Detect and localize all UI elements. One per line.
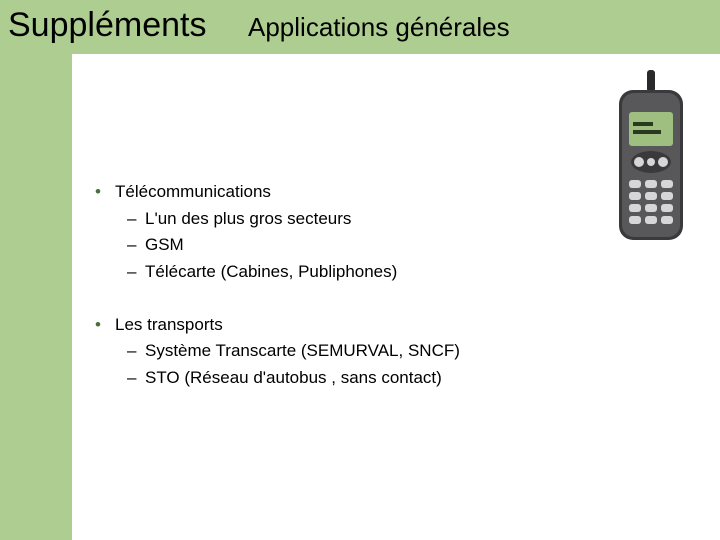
sub-item: – Télécarte (Cabines, Publiphones) [127, 260, 595, 285]
phone-illustration [605, 70, 700, 250]
bullet-dot-icon: • [95, 180, 115, 205]
sidebar [0, 0, 72, 540]
sub-text: Système Transcarte (SEMURVAL, SNCF) [145, 339, 460, 364]
sub-text: Télécarte (Cabines, Publiphones) [145, 260, 397, 285]
sub-item: – L'un des plus gros secteurs [127, 207, 595, 232]
bullet-dot-icon: • [95, 313, 115, 338]
slide-title-sub: Applications générales [248, 12, 510, 43]
dash-icon: – [127, 339, 145, 364]
sub-text: L'un des plus gros secteurs [145, 207, 351, 232]
dash-icon: – [127, 233, 145, 258]
sub-item: – GSM [127, 233, 595, 258]
dash-icon: – [127, 366, 145, 391]
bullet-group: • Les transports – Système Transcarte (S… [95, 313, 595, 391]
bullet-text: Les transports [115, 313, 223, 338]
sub-text: GSM [145, 233, 184, 258]
bullet-group: • Télécommunications – L'un des plus gro… [95, 180, 595, 285]
bullet-item: • Les transports [95, 313, 595, 338]
dash-icon: – [127, 207, 145, 232]
sub-text: STO (Réseau d'autobus , sans contact) [145, 366, 442, 391]
bullet-item: • Télécommunications [95, 180, 595, 205]
sub-item: – STO (Réseau d'autobus , sans contact) [127, 366, 595, 391]
slide-title-main: Suppléments [8, 6, 206, 45]
slide-content: • Télécommunications – L'un des plus gro… [95, 180, 595, 418]
dash-icon: – [127, 260, 145, 285]
sub-item: – Système Transcarte (SEMURVAL, SNCF) [127, 339, 595, 364]
bullet-text: Télécommunications [115, 180, 271, 205]
